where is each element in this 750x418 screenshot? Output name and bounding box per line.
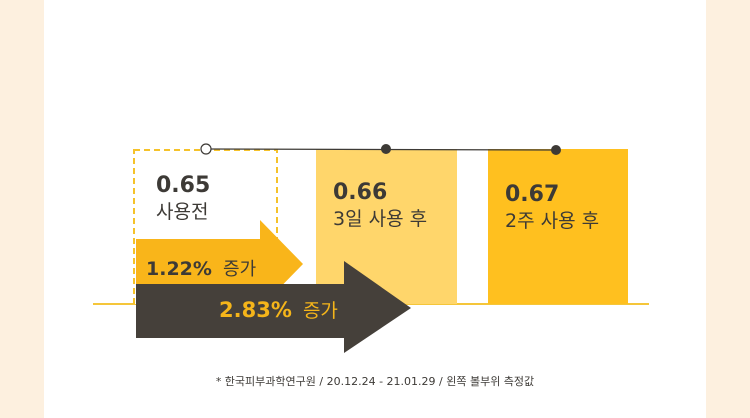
increase-arrow-big (136, 261, 411, 353)
trend-line (205, 148, 557, 151)
value-label-before: 0.65 (156, 173, 210, 198)
marker-2week (551, 145, 561, 155)
increase-value-big: 2.83% (219, 298, 292, 322)
increase-suffix-small: 증가 (223, 259, 256, 280)
category-label-3day: 3일 사용 후 (333, 208, 427, 230)
marker-before (200, 143, 212, 155)
footnote: * 한국피부과학연구원 / 20.12.24 - 21.01.29 / 왼쪽 볼… (215, 375, 535, 388)
increase-label-small: 1.22% 증가 (146, 258, 256, 280)
bar-2week (488, 149, 628, 304)
value-label-3day: 0.66 (333, 180, 387, 205)
bar-3day (316, 149, 457, 304)
marker-3day (381, 144, 391, 154)
increase-value-small: 1.22% (146, 258, 212, 280)
category-label-2week: 2주 사용 후 (505, 210, 599, 232)
increase-suffix-big: 증가 (303, 300, 338, 322)
value-label-2week: 0.67 (505, 182, 559, 207)
increase-label-big: 2.83% 증가 (219, 298, 338, 322)
category-label-before: 사용전 (156, 201, 208, 223)
